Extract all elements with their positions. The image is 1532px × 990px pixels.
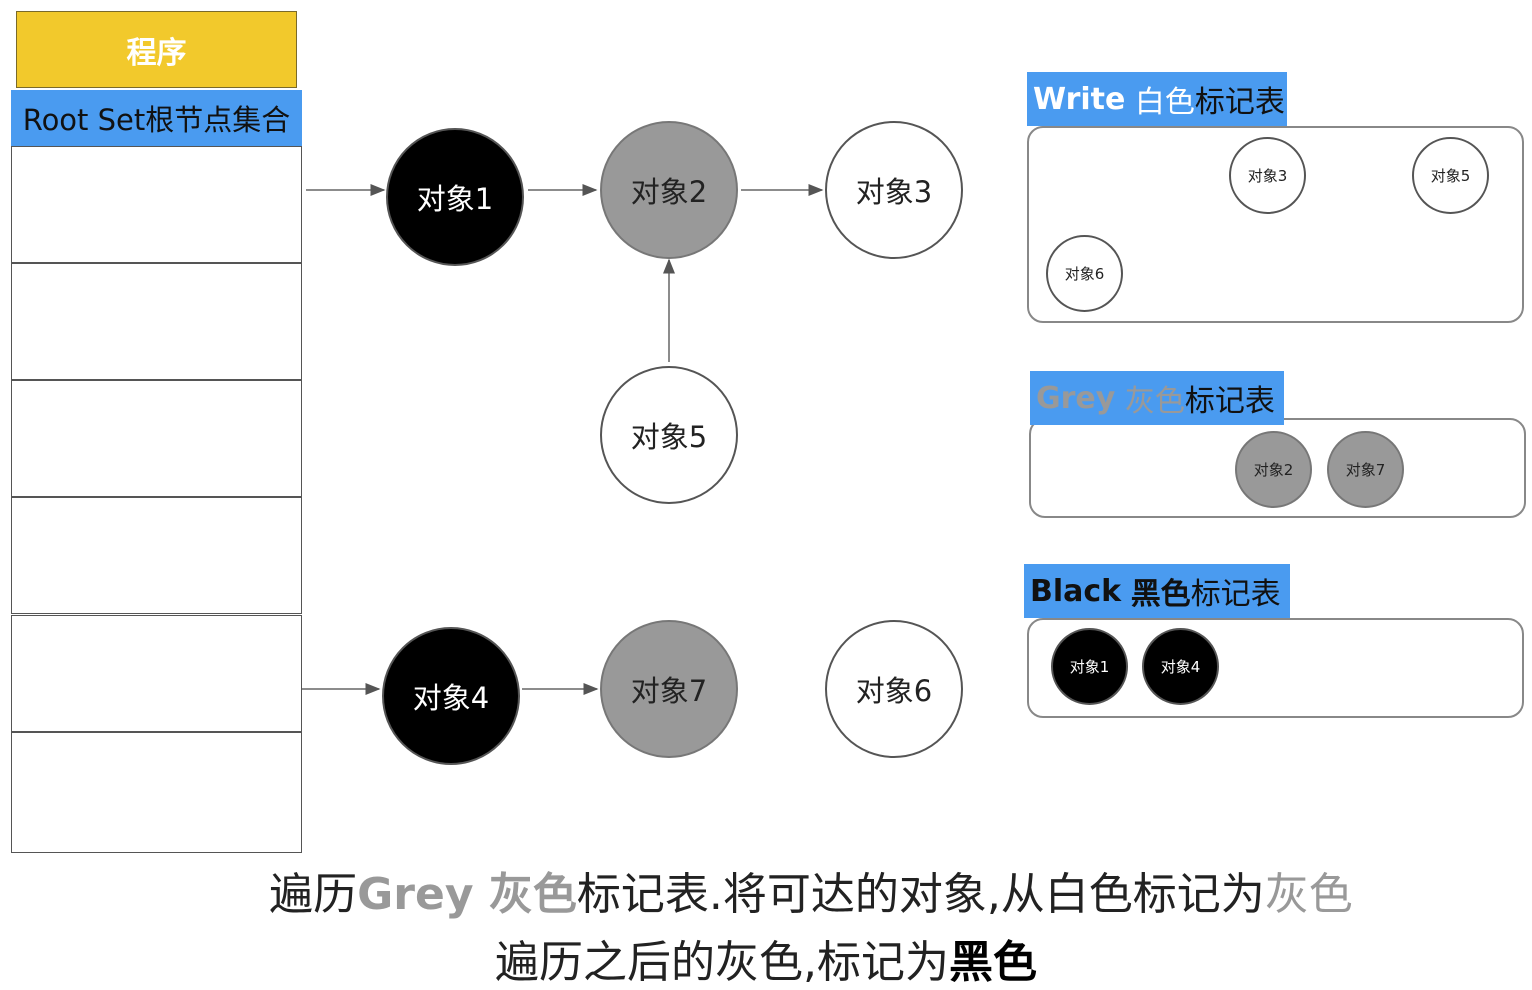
caption-text: 遍历之后的灰色,标记为 bbox=[495, 937, 949, 988]
caption-text: 遍历 bbox=[269, 869, 358, 920]
node-obj7: 对象7 bbox=[600, 620, 738, 758]
black-table-title-en: Black bbox=[1030, 573, 1122, 609]
node-obj6: 对象6 bbox=[825, 620, 963, 758]
caption-black-word: 黑色 bbox=[949, 937, 1037, 988]
grey-table-title-color: 灰色 bbox=[1124, 384, 1185, 419]
black-table-title-rest: 标记表 bbox=[1190, 577, 1281, 612]
caption-grey-word: 灰色 bbox=[1264, 869, 1353, 920]
root-set-slot bbox=[11, 497, 302, 614]
grey-table-title-en: Grey bbox=[1036, 380, 1116, 416]
caption-text: 标记表.将可达的对象,从白色标记为 bbox=[576, 869, 1265, 920]
caption-line-1: 遍历Grey 灰色标记表.将可达的对象,从白色标记为灰色 bbox=[0, 858, 1532, 922]
white-item-obj3: 对象3 bbox=[1229, 137, 1306, 214]
black-table-title-color: 黑色 bbox=[1130, 577, 1191, 612]
root-set-slot bbox=[11, 380, 302, 497]
black-table-header: Black 黑色 标记表 bbox=[1024, 564, 1290, 618]
white-table-title-en: Write bbox=[1033, 81, 1126, 117]
caption-line-2: 遍历之后的灰色,标记为黑色 bbox=[0, 926, 1532, 990]
root-set-header: Root Set根节点集合 bbox=[11, 90, 302, 146]
white-item-obj5: 对象5 bbox=[1412, 137, 1489, 214]
root-set-slot bbox=[11, 615, 302, 732]
white-item-obj6: 对象6 bbox=[1046, 235, 1123, 312]
black-item-obj4: 对象4 bbox=[1142, 628, 1219, 705]
grey-table-title-rest: 标记表 bbox=[1184, 384, 1275, 419]
node-obj1: 对象1 bbox=[386, 128, 524, 266]
grey-table-header: Grey 灰色 标记表 bbox=[1030, 371, 1284, 425]
white-table-header: Write 白色 标记表 bbox=[1027, 72, 1287, 126]
caption-grey-highlight: Grey 灰色 bbox=[357, 869, 577, 920]
root-set-slot bbox=[11, 146, 302, 263]
grey-item-obj7: 对象7 bbox=[1327, 431, 1404, 508]
white-table-title-rest: 标记表 bbox=[1194, 85, 1285, 120]
program-box: 程序 bbox=[16, 11, 297, 88]
node-obj5: 对象5 bbox=[600, 366, 738, 504]
black-item-obj1: 对象1 bbox=[1051, 628, 1128, 705]
node-obj3: 对象3 bbox=[825, 121, 963, 259]
grey-item-obj2: 对象2 bbox=[1235, 431, 1312, 508]
root-set-slot bbox=[11, 732, 302, 853]
root-set-slot bbox=[11, 263, 302, 380]
node-obj4: 对象4 bbox=[382, 627, 520, 765]
node-obj2: 对象2 bbox=[600, 121, 738, 259]
white-table-title-color: 白色 bbox=[1134, 85, 1195, 120]
